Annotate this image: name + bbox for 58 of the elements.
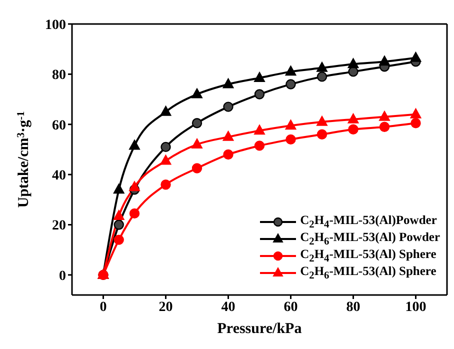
point xyxy=(160,179,171,190)
x-tick-label: 0 xyxy=(100,300,107,315)
point xyxy=(348,113,359,124)
point xyxy=(192,163,202,174)
point xyxy=(316,129,328,140)
point xyxy=(285,120,296,130)
point xyxy=(410,118,421,128)
point xyxy=(316,62,328,72)
x-tick-label: 80 xyxy=(346,300,360,315)
y-tick-label: 20 xyxy=(52,218,66,234)
y-tick-label: 0 xyxy=(59,268,66,284)
x-tick-label: 100 xyxy=(405,300,426,315)
point xyxy=(222,130,234,141)
point xyxy=(379,122,390,132)
point xyxy=(410,108,422,118)
y-tick-label: 40 xyxy=(52,168,66,184)
point xyxy=(286,134,296,145)
x-axis-title: Pressure/kPa xyxy=(217,321,302,337)
y-tick-label: 60 xyxy=(52,118,66,134)
point xyxy=(114,220,124,230)
point xyxy=(129,208,140,219)
point xyxy=(192,118,202,128)
point xyxy=(114,234,124,245)
y-tick-label: 80 xyxy=(52,68,66,84)
point xyxy=(254,124,265,135)
point xyxy=(160,106,172,116)
point xyxy=(410,52,422,62)
point xyxy=(379,56,390,66)
point xyxy=(254,89,265,100)
legend-label: C$_{2}$H$_{6}$-MIL-53(Al) Sphere xyxy=(300,264,436,282)
point xyxy=(222,78,234,88)
point xyxy=(379,110,390,121)
point xyxy=(348,124,358,134)
point xyxy=(192,88,202,98)
x-tick-label: 20 xyxy=(158,300,173,315)
y-tick-label: 100 xyxy=(45,18,66,33)
point xyxy=(223,149,234,160)
x-tick-label: 40 xyxy=(221,300,236,315)
point xyxy=(223,102,234,112)
point xyxy=(129,140,140,150)
x-tick-label: 60 xyxy=(284,300,298,315)
point xyxy=(316,116,328,126)
point xyxy=(113,184,124,194)
point xyxy=(348,66,358,77)
point xyxy=(160,154,172,165)
legend-label: C$_{2}$H$_{6}$-MIL-53(Al) Powder xyxy=(300,230,440,248)
point xyxy=(348,58,359,68)
point xyxy=(129,181,140,192)
point xyxy=(254,72,265,82)
point xyxy=(160,142,171,152)
point xyxy=(285,66,296,76)
point xyxy=(316,72,328,82)
legend-label: C$_{2}$H$_{4}$-MIL-53(Al)Powder xyxy=(300,212,437,230)
point xyxy=(286,79,296,90)
point xyxy=(254,140,265,151)
point xyxy=(113,210,124,220)
legend-label: C$_{2}$H$_{4}$-MIL-53(Al) Sphere xyxy=(300,246,436,264)
point xyxy=(192,138,202,148)
